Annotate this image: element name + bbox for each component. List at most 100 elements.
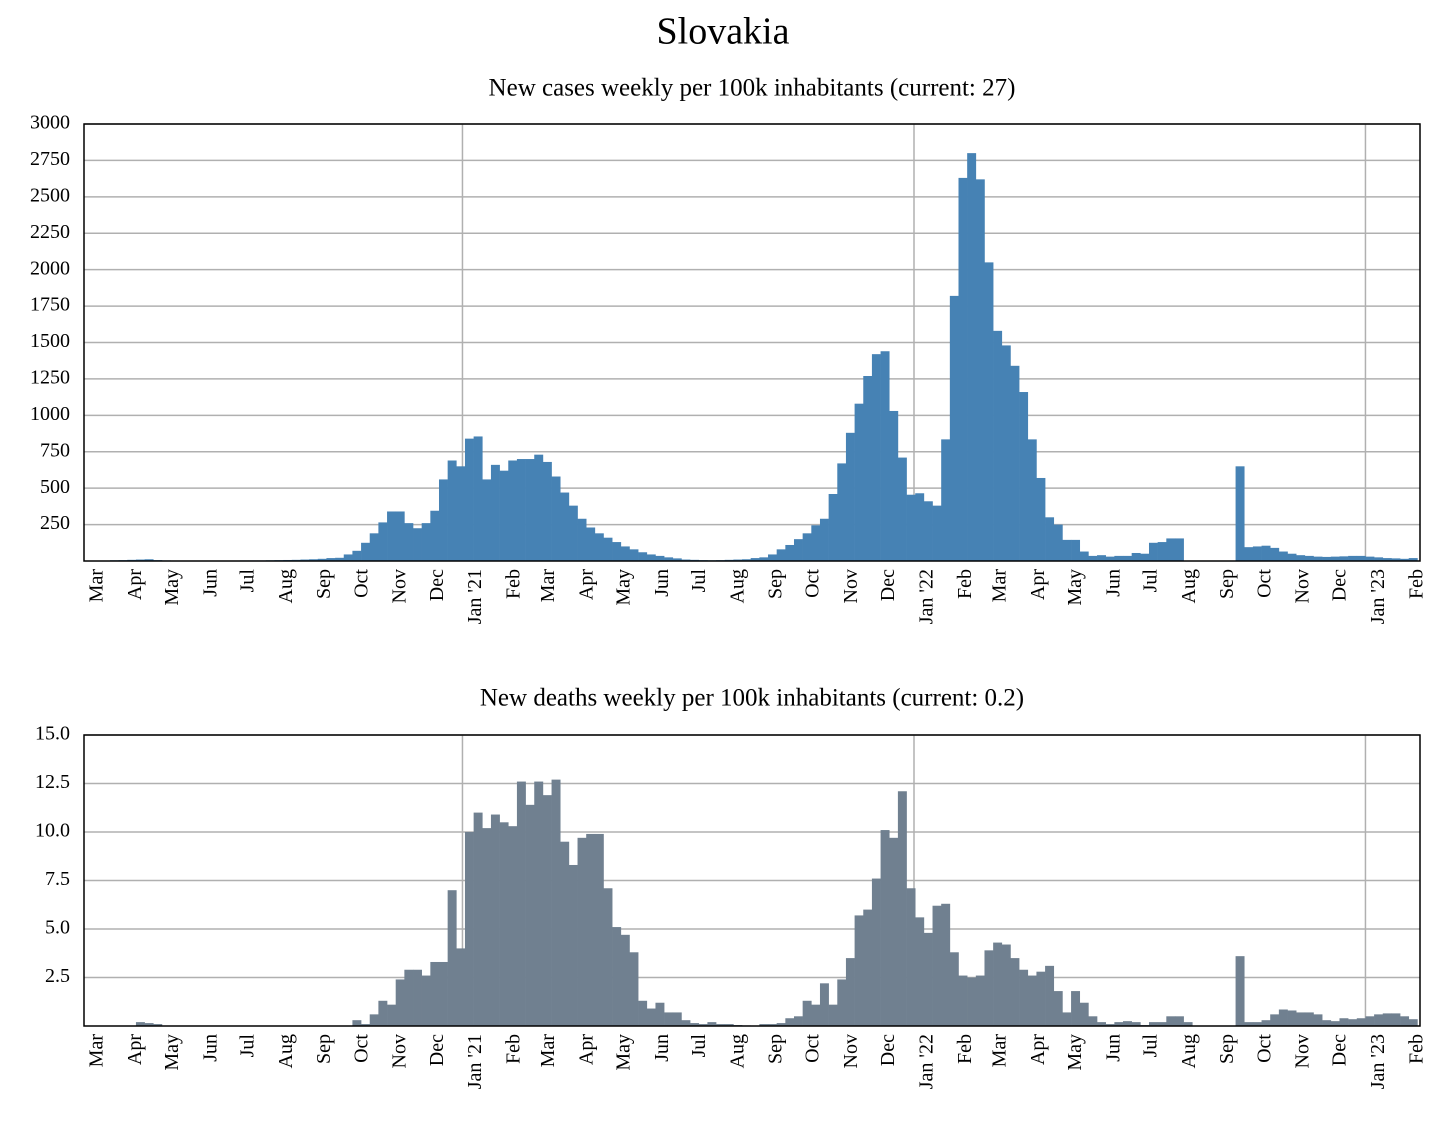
bar <box>984 950 994 1026</box>
bar <box>430 510 440 561</box>
bar <box>1071 539 1081 561</box>
x-tick-label: Dec <box>426 1034 448 1066</box>
bar <box>473 812 483 1026</box>
bar <box>646 1008 656 1026</box>
x-tick-label: Nov <box>840 1034 862 1068</box>
bar <box>655 1002 665 1026</box>
bar <box>568 505 578 561</box>
bar <box>975 975 985 1026</box>
y-tick-label: 500 <box>40 476 70 498</box>
bar <box>1287 1010 1297 1026</box>
bar <box>413 969 422 1026</box>
bar <box>490 814 500 1026</box>
chart-title: New deaths weekly per 100k inhabitants (… <box>480 685 1024 712</box>
x-tick-label: Dec <box>426 569 448 601</box>
x-tick-label: Jan '23 <box>1367 1034 1389 1089</box>
bar <box>456 466 466 561</box>
x-tick-label: Jan '23 <box>1367 569 1389 624</box>
x-tick-label: Jul <box>1139 569 1161 593</box>
bar <box>889 837 899 1026</box>
bar <box>984 262 994 561</box>
bar <box>811 525 821 561</box>
bar <box>629 549 639 561</box>
bar <box>464 438 474 561</box>
bar <box>326 558 336 561</box>
bar <box>153 1024 163 1026</box>
y-tick-label: 750 <box>40 439 70 461</box>
x-tick-label: Jun <box>1102 569 1124 597</box>
bar <box>1374 1014 1384 1026</box>
bar <box>664 1012 674 1026</box>
bar <box>1261 1020 1271 1026</box>
x-tick-label: Sep <box>765 1034 787 1064</box>
x-tick-label: Aug <box>275 1034 297 1068</box>
bar <box>1348 555 1358 561</box>
x-tick-label: Aug <box>1178 1034 1200 1068</box>
bar <box>1304 555 1314 561</box>
bar <box>1356 555 1366 561</box>
bar <box>707 1022 717 1026</box>
plot-area <box>84 734 1420 1026</box>
bar <box>993 330 1003 561</box>
bar <box>638 1000 648 1026</box>
bar <box>1166 1016 1176 1026</box>
x-tick-label: Apr <box>124 569 146 600</box>
x-tick-label: Nov <box>840 569 862 603</box>
bar <box>361 1024 371 1026</box>
y-tick-label: 12.5 <box>35 771 70 793</box>
x-tick-label: Mar <box>989 1034 1011 1068</box>
bar <box>586 833 596 1026</box>
bar <box>551 779 561 1026</box>
bar <box>1027 439 1037 561</box>
bar <box>1391 558 1401 561</box>
x-tick-label: Aug <box>726 1034 748 1068</box>
bar <box>516 781 526 1026</box>
bar <box>1365 1016 1375 1026</box>
x-tick-label: Oct <box>1253 569 1275 598</box>
bar <box>1166 538 1176 561</box>
bar <box>819 983 829 1026</box>
x-tick-label: Jan '21 <box>464 1034 486 1089</box>
bar <box>534 454 544 561</box>
x-tick-label: Sep <box>765 569 787 599</box>
x-tick-label: Sep <box>313 569 335 599</box>
bar <box>369 1014 379 1026</box>
bar <box>854 403 864 561</box>
bar <box>1339 556 1349 561</box>
bar <box>871 878 881 1026</box>
bar <box>941 439 951 561</box>
bar <box>681 1020 691 1026</box>
bar <box>1365 556 1375 561</box>
bar <box>742 559 752 561</box>
x-tick-label: Jun <box>651 1034 673 1062</box>
x-tick-label: Feb <box>502 1034 524 1064</box>
x-tick-label: Feb <box>1405 1034 1427 1064</box>
bar <box>144 1023 154 1026</box>
bar <box>1235 466 1245 561</box>
bar <box>387 511 397 561</box>
bar <box>594 533 604 561</box>
x-tick-label: Jul <box>1139 1034 1161 1058</box>
bar <box>1183 1022 1193 1026</box>
bar <box>387 1004 397 1026</box>
x-tick-label: Feb <box>502 569 524 599</box>
y-tick-label: 7.5 <box>45 868 70 890</box>
bar <box>932 905 942 1026</box>
bar <box>612 927 622 1026</box>
bar <box>534 781 544 1026</box>
bar <box>1131 552 1141 561</box>
bar <box>1356 1018 1366 1026</box>
bar <box>1053 524 1063 561</box>
bar <box>724 1024 734 1026</box>
bar <box>1148 1022 1158 1026</box>
x-tick-label: Aug <box>275 569 297 603</box>
x-tick-label: Aug <box>726 569 748 603</box>
bar <box>975 179 985 561</box>
bar <box>577 518 587 561</box>
x-tick-label: Jun <box>1102 1034 1124 1062</box>
bar <box>915 493 925 561</box>
bar <box>378 1000 388 1026</box>
bar <box>802 533 812 561</box>
x-tick-label: Feb <box>954 1034 976 1064</box>
x-tick-label: Oct <box>350 569 372 598</box>
